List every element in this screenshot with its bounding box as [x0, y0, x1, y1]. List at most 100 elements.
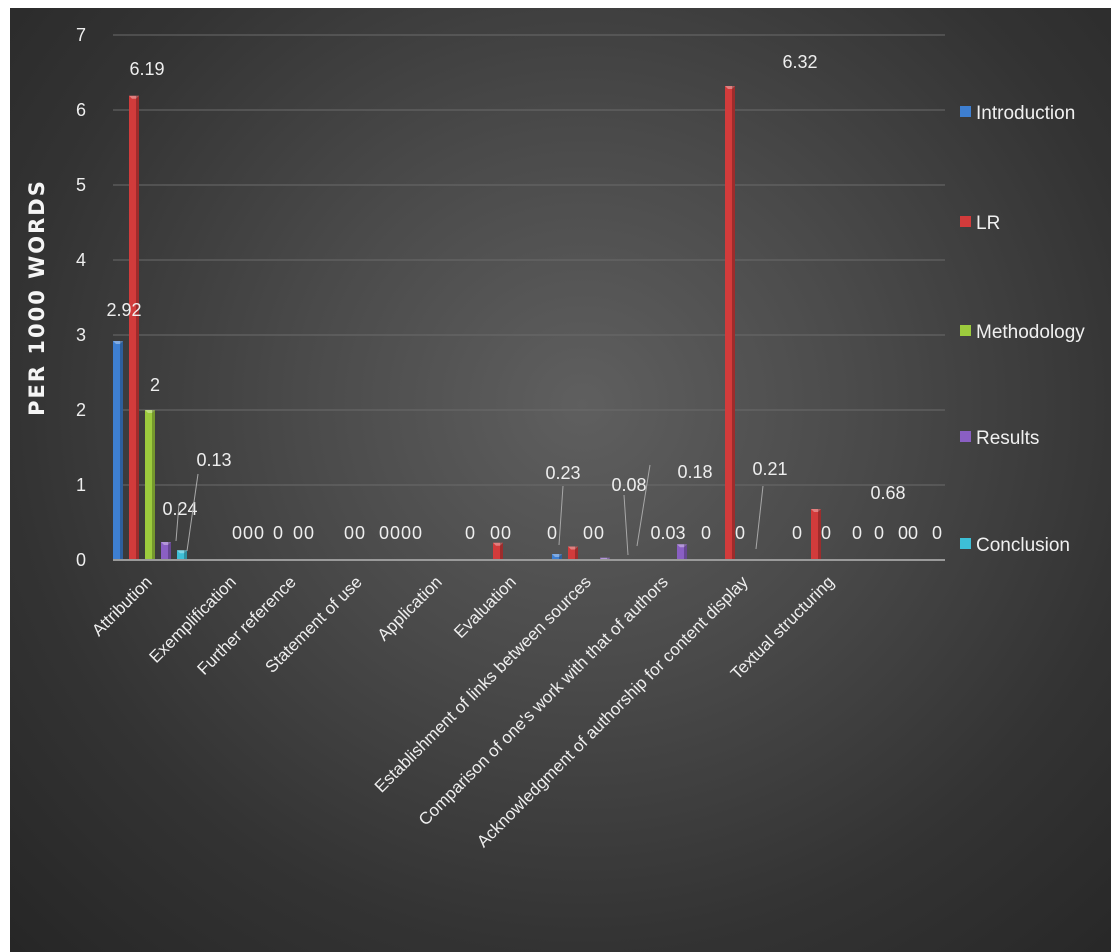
legend-entry: LR	[960, 213, 1000, 234]
legend-swatch	[960, 431, 971, 442]
data-label: 0.21	[752, 459, 787, 479]
y-tick-label: 1	[76, 475, 86, 495]
bar	[161, 542, 171, 560]
x-tick-label: Application	[374, 572, 446, 644]
legend-label: Conclusion	[976, 535, 1070, 556]
bar-body	[725, 86, 735, 560]
legend-entry: Conclusion	[960, 535, 1070, 556]
bar-body	[552, 554, 562, 560]
y-tick-label: 7	[76, 25, 86, 45]
x-tick-label: Attribution	[88, 572, 156, 640]
bar	[811, 509, 821, 560]
legend-label: LR	[976, 213, 1000, 234]
data-label: 2	[150, 375, 160, 395]
bar-shade	[168, 542, 171, 560]
bar-body	[145, 410, 155, 560]
data-label-leader	[558, 485, 564, 546]
bar-cap	[811, 509, 821, 512]
data-label: 0	[932, 523, 942, 543]
data-label: 0	[412, 523, 422, 543]
bar-body	[177, 550, 187, 560]
data-label: 0.03	[650, 523, 685, 543]
data-label: 0	[273, 523, 283, 543]
bar-shade	[120, 341, 123, 560]
legend-swatch	[960, 216, 971, 227]
bar	[145, 410, 155, 560]
data-label: 0	[243, 523, 253, 543]
data-label: 0	[254, 523, 264, 543]
bar-body	[811, 509, 821, 560]
data-label: 0	[379, 523, 389, 543]
bar-shade	[818, 509, 821, 560]
y-tick-label: 5	[76, 175, 86, 195]
bar-shade	[684, 544, 687, 560]
bar-shade	[732, 86, 735, 560]
data-label: 0	[232, 523, 242, 543]
data-label: 0	[908, 523, 918, 543]
data-label: 0	[792, 523, 802, 543]
bar-shade	[559, 554, 562, 560]
bar	[552, 554, 562, 560]
legend-swatch	[960, 538, 971, 549]
bar-cap	[493, 542, 503, 546]
bar	[177, 550, 187, 560]
legend-entry: Introduction	[960, 103, 1075, 124]
x-tick-label: Evaluation	[450, 572, 520, 642]
bar-body	[677, 544, 687, 560]
data-label: 0.08	[611, 475, 646, 495]
bar-body	[113, 341, 123, 560]
data-label: 2.92	[106, 300, 141, 320]
data-label: 0	[390, 523, 400, 543]
data-label: 6.32	[782, 52, 817, 72]
data-label: 0	[490, 523, 500, 543]
bar-cap	[677, 544, 687, 548]
data-label: 0	[355, 523, 365, 543]
data-label: 0	[821, 523, 831, 543]
bar-chart: 0 1 2 3 4 5 6 7 PER 1000 WORDS 6.19 2.92 2 0.24 0.13 0…	[25, 25, 1085, 851]
chart-area: 0 1 2 3 4 5 6 7 PER 1000 WORDS 6.19 2.92 2 0.24 0.13 0…	[10, 8, 1111, 952]
y-tick-label: 6	[76, 100, 86, 120]
data-label: 0	[547, 523, 557, 543]
legend-label: Results	[976, 428, 1039, 449]
data-label: 0	[401, 523, 411, 543]
y-tick-label: 2	[76, 400, 86, 420]
bar-body	[600, 557, 610, 560]
bar	[725, 86, 735, 560]
y-tick-label: 3	[76, 325, 86, 345]
legend-entry: Results	[960, 428, 1039, 449]
data-label: 0	[344, 523, 354, 543]
bar-cap	[725, 86, 735, 89]
data-label: 0	[852, 523, 862, 543]
bar-shade	[607, 557, 610, 560]
data-label: 0	[594, 523, 604, 543]
legend-label: Methodology	[976, 322, 1085, 343]
bar-shade	[184, 550, 187, 560]
bar-body	[493, 542, 503, 560]
bar	[568, 546, 578, 560]
bar	[113, 341, 123, 560]
bar-cap	[129, 95, 139, 99]
bar	[493, 542, 503, 560]
bar-shade	[136, 95, 139, 560]
data-label-leader	[636, 464, 651, 547]
y-axis-title: PER 1000 WORDS	[25, 179, 49, 416]
bar-cap	[177, 550, 187, 554]
data-label: 0.24	[162, 499, 197, 519]
data-label-leader	[186, 473, 199, 552]
data-label: 0.68	[870, 483, 905, 503]
bar-body	[161, 542, 171, 560]
data-label: 0	[465, 523, 475, 543]
legend-swatch	[960, 325, 971, 336]
data-label: 0.13	[196, 450, 231, 470]
bar-cap	[113, 341, 123, 344]
legend-swatch	[960, 106, 971, 117]
data-label: 0.23	[545, 463, 580, 483]
bar	[129, 95, 139, 560]
data-label: 0.18	[677, 462, 712, 482]
bar-shade	[500, 542, 503, 560]
legend-label: Introduction	[976, 103, 1075, 124]
data-label: 0	[735, 523, 745, 543]
bar-cap	[161, 542, 171, 545]
data-label-leader	[175, 503, 180, 542]
bar-body	[129, 95, 139, 560]
